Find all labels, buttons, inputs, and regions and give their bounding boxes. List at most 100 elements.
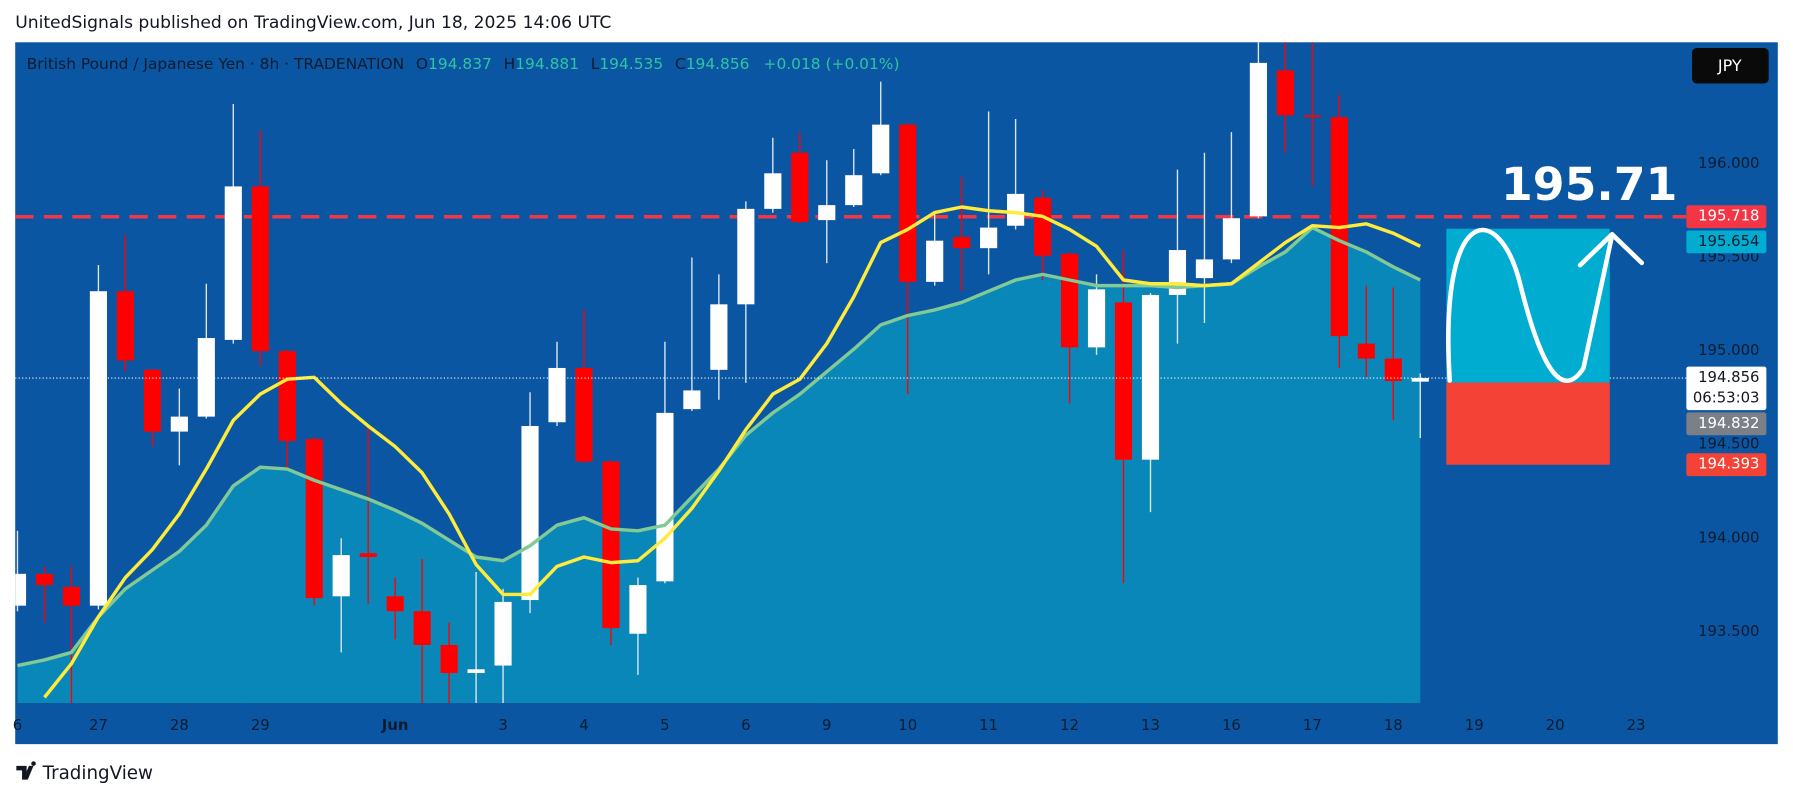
- x-tick-label: 28: [170, 716, 189, 734]
- x-tick-label: 12: [1060, 716, 1079, 734]
- forecast-curve: [1446, 227, 1645, 383]
- candle-body: [1141, 294, 1160, 460]
- x-tick-label: 3: [498, 716, 507, 734]
- logo-icon: [16, 761, 36, 780]
- price-label: 194.832: [1698, 414, 1759, 432]
- candle-body: [359, 553, 377, 557]
- x-tick-label: 13: [1141, 716, 1160, 734]
- candle-body: [683, 390, 701, 410]
- x-tick-label: 6: [13, 716, 22, 734]
- x-tick-label: 9: [822, 716, 831, 734]
- candle-body: [1411, 378, 1429, 382]
- x-tick-label: 29: [251, 716, 270, 734]
- candle-body: [1087, 289, 1106, 348]
- price-label-box: [1686, 453, 1767, 477]
- candle-body: [170, 416, 188, 432]
- axes: 193.500194.000194.500195.000195.500196.0…: [13, 154, 1767, 734]
- symbol-title: British Pound / Japanese Yen · 8h · TRAD…: [27, 55, 405, 73]
- ohlc-letter: H: [504, 55, 516, 73]
- y-tick-label: 194.500: [1698, 435, 1759, 453]
- ohlc-letter: C: [675, 55, 686, 73]
- price-label: 195.654: [1698, 232, 1759, 250]
- candle-body: [980, 227, 998, 249]
- legend: British Pound / Japanese Yen · 8h · TRAD…: [27, 55, 900, 73]
- price-label: 194.393: [1698, 455, 1759, 473]
- candle-body: [494, 601, 512, 666]
- candle-body: [710, 304, 728, 370]
- y-tick-label: 193.500: [1698, 622, 1759, 640]
- candle-body: [1303, 115, 1321, 118]
- candle-body: [926, 240, 944, 282]
- candle-body: [629, 585, 647, 634]
- candle-body: [1060, 253, 1079, 348]
- candle-body: [1384, 358, 1402, 382]
- x-tick-label: 10: [898, 716, 917, 734]
- candle-body: [332, 555, 350, 597]
- candle-body: [899, 124, 917, 282]
- ohlc-value: 194.837: [428, 55, 492, 73]
- candle-body: [440, 644, 458, 674]
- x-tick-label: 11: [979, 716, 998, 734]
- candle-body: [1276, 70, 1294, 116]
- ohlc-value: 194.856: [686, 55, 750, 73]
- candle-body: [116, 291, 134, 361]
- ohlc-value: 194.881: [515, 55, 579, 73]
- candle-body: [413, 611, 431, 645]
- candle-body: [386, 596, 404, 612]
- candle-body: [224, 186, 242, 340]
- x-tick-label: 20: [1546, 716, 1565, 734]
- change-percent: (+0.01%): [826, 55, 900, 73]
- x-tick-label: 19: [1465, 716, 1484, 734]
- price-label: 194.856: [1698, 368, 1759, 386]
- tradingview-logo: TradingView: [16, 761, 153, 784]
- x-tick-label: 18: [1384, 716, 1403, 734]
- price-label-box: [1686, 205, 1767, 229]
- currency-button[interactable]: [1692, 48, 1769, 84]
- x-tick-label: 27: [89, 716, 108, 734]
- ohlc-letter: O: [416, 55, 428, 73]
- candle-body: [1357, 343, 1375, 359]
- brand: TradingView: [42, 763, 153, 784]
- price-label: 195.718: [1698, 207, 1759, 225]
- candle-body: [872, 124, 890, 174]
- candle-body: [35, 573, 54, 586]
- candle-body: [1195, 259, 1214, 279]
- change: +0.018: [764, 55, 821, 73]
- candle-body: [1222, 218, 1240, 260]
- plot-area: [15, 42, 1687, 703]
- loss-zone: [1446, 382, 1610, 465]
- candle-body: [548, 367, 566, 423]
- candle-body: [845, 175, 863, 206]
- y-tick-label: 195.000: [1698, 341, 1759, 359]
- x-tick-label: 17: [1303, 716, 1322, 734]
- candle-body: [197, 338, 215, 417]
- candle-body: [89, 291, 107, 606]
- x-tick-label: 23: [1627, 716, 1646, 734]
- countdown: 06:53:03: [1693, 389, 1760, 407]
- candle-body: [521, 425, 539, 601]
- candle-body: [656, 412, 674, 582]
- candle-body: [602, 461, 620, 629]
- price-label-box: [1686, 366, 1767, 411]
- currency-label[interactable]: JPY: [1717, 56, 1742, 75]
- candle-body: [764, 173, 782, 209]
- candle-body: [818, 205, 836, 221]
- publish-header: UnitedSignals published on TradingView.c…: [15, 13, 611, 33]
- candle-body: [143, 369, 161, 432]
- candle-body: [1249, 62, 1267, 217]
- candle-body: [791, 152, 809, 222]
- ohlc-letter: L: [591, 55, 600, 73]
- y-tick-label: 194.000: [1698, 528, 1759, 546]
- x-tick-label: 5: [660, 716, 669, 734]
- candle-body: [305, 439, 323, 599]
- candle-body: [15, 573, 27, 606]
- candle-body: [737, 208, 755, 305]
- candle-body: [62, 586, 81, 606]
- candle-body: [1007, 193, 1025, 226]
- x-tick-label: 4: [579, 716, 588, 734]
- candle-body: [1034, 197, 1052, 256]
- candle-body: [1114, 302, 1133, 460]
- x-tick-label: Jun: [381, 716, 409, 734]
